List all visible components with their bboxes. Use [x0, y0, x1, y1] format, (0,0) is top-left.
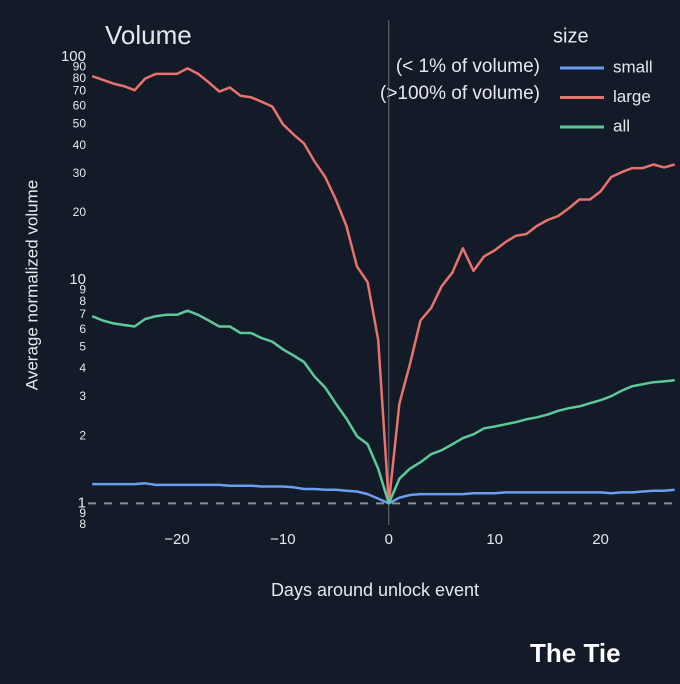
series-line — [91, 309, 675, 505]
y-tick-label: 7 — [79, 307, 86, 321]
y-axis-label: Average normalized volume — [22, 180, 41, 390]
annotation: (< 1% of volume) — [396, 56, 540, 77]
y-tick-label: 30 — [73, 166, 87, 180]
y-tick-label: 40 — [73, 138, 87, 152]
legend-label: large — [613, 87, 651, 106]
y-tick-label: 100 — [61, 48, 86, 65]
y-tick-label: 5 — [79, 340, 86, 354]
plot-lines — [91, 67, 676, 505]
legend-title: size — [553, 25, 589, 47]
y-tick-label: 8 — [79, 517, 86, 531]
y-tick-label: 50 — [73, 116, 87, 130]
y-tick-label: 1 — [78, 494, 86, 511]
brand-logo: The Tie — [530, 638, 621, 668]
y-tick-label: 60 — [73, 99, 87, 113]
x-axis-label: Days around unlock event — [271, 580, 479, 600]
y-tick-label: 20 — [73, 205, 87, 219]
legend-label: all — [613, 116, 630, 135]
y-tick-label: 2 — [79, 428, 86, 442]
y-tick-label: 9 — [79, 506, 86, 520]
series-line — [91, 67, 676, 505]
y-tick-label: 10 — [69, 271, 86, 288]
y-tick-label: 90 — [73, 59, 87, 73]
y-tick-label: 70 — [73, 84, 87, 98]
series-line — [92, 482, 675, 505]
y-tick-label: 4 — [79, 361, 86, 375]
y-tick-label: 6 — [79, 322, 86, 336]
chart-title: Volume — [105, 20, 192, 50]
x-tick-label: 10 — [486, 531, 503, 548]
y-tick-label: 3 — [79, 389, 86, 403]
x-tick-label: −10 — [270, 531, 295, 548]
y-tick-label: 9 — [79, 283, 86, 297]
x-tick-label: 0 — [385, 531, 393, 548]
x-tick-label: 20 — [592, 531, 609, 548]
y-tick-label: 80 — [73, 71, 87, 85]
legend-label: small — [613, 57, 653, 76]
y-tick-label: 8 — [79, 294, 86, 308]
annotation: (>100% of volume) — [380, 83, 540, 104]
x-tick-label: −20 — [164, 531, 189, 548]
